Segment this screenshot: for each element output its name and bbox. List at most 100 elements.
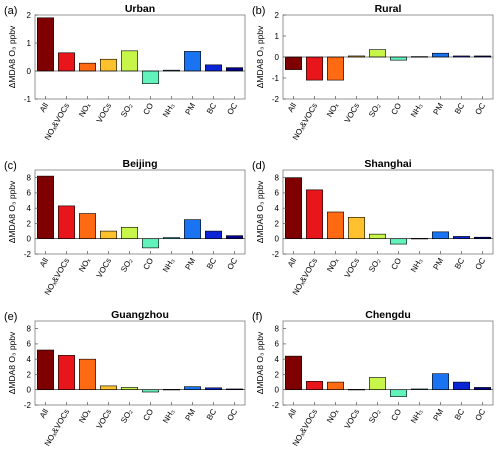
y-tick-label: 4 [27, 355, 32, 364]
bar-3-2 [58, 205, 75, 240]
bar-5-3 [79, 358, 96, 391]
bar-1-4 [100, 58, 117, 72]
category-label: NH₃ [161, 408, 176, 425]
category-label: SO₂ [367, 257, 382, 274]
bar-4-2 [306, 189, 323, 240]
bar-2-5 [369, 49, 386, 58]
bar-1-9 [205, 64, 222, 72]
bar-4-5 [369, 233, 386, 240]
category-label: PM [431, 407, 445, 422]
bar-6-8 [432, 373, 449, 391]
y-tick-label: 4 [27, 204, 32, 213]
panel-title: Chengdu [365, 309, 411, 321]
category-label: NOₓ [325, 101, 340, 118]
panel-title: Guangzhou [111, 309, 169, 321]
y-tick-label: 4 [275, 355, 280, 364]
bar-3-9 [205, 230, 222, 240]
bar-4-8 [432, 231, 449, 240]
bar-2-6 [390, 56, 407, 61]
y-tick-label: 6 [27, 189, 32, 198]
category-label: OC [225, 101, 239, 116]
y-tick-label: -2 [24, 250, 32, 259]
y-tick-label: 1 [27, 39, 32, 48]
category-label: OC [473, 256, 487, 271]
y-tick-label: 2 [275, 11, 280, 20]
category-label: CO [141, 102, 155, 117]
category-label: PM [183, 407, 197, 422]
y-tick-label: 0 [27, 386, 32, 395]
y-tick-label: 2 [27, 370, 32, 379]
y-axis-label: ΔMDA8 O₃ ppbv [255, 25, 265, 88]
y-tick-label: 0 [275, 386, 280, 395]
category-label: SO₂ [119, 408, 134, 425]
category-label: NOₓ [325, 256, 340, 273]
y-tick-label: -2 [272, 401, 280, 410]
bar-3-3 [79, 213, 96, 240]
y-tick-label: 2 [27, 219, 32, 228]
category-label: SO₂ [367, 408, 382, 425]
axes-box [282, 320, 494, 406]
category-label: BC [453, 101, 466, 115]
y-axis-label: ΔMDA8 O₃ ppbv [7, 25, 17, 88]
bar-1-3 [79, 62, 96, 72]
category-label: SO₂ [367, 102, 382, 119]
category-label: CO [389, 102, 403, 117]
category-label: PM [431, 256, 445, 271]
category-label: All [38, 256, 50, 268]
category-label: NH₃ [409, 257, 424, 274]
y-tick-label: 0 [275, 53, 280, 62]
category-label: PM [183, 101, 197, 116]
bar-2-8 [432, 52, 449, 58]
y-tick-label: 0 [27, 67, 32, 76]
category-label: NH₃ [161, 257, 176, 274]
category-label: BC [205, 256, 218, 270]
y-tick-label: 2 [275, 370, 280, 379]
category-label: NH₃ [409, 102, 424, 119]
category-label: CO [389, 408, 403, 423]
bar-1-8 [184, 51, 201, 72]
bar-1-1 [37, 17, 54, 72]
y-tick-label: 6 [27, 340, 32, 349]
panel-label: (d) [252, 160, 265, 172]
panel-title: Rural [375, 3, 402, 15]
bar-4-1 [285, 177, 302, 240]
y-tick-label: 2 [275, 219, 280, 228]
bar-3-5 [121, 226, 138, 240]
bar-1-2 [58, 52, 75, 72]
panel-label: (f) [252, 311, 262, 323]
y-tick-label: -2 [24, 401, 32, 410]
bar-5-8 [184, 386, 201, 391]
bar-5-5 [121, 387, 138, 391]
bar-4-6 [390, 238, 407, 245]
axes-box [34, 14, 246, 100]
panel-title: Beijing [122, 158, 157, 170]
bar-5-6 [142, 389, 159, 393]
panel-title: Shanghai [364, 158, 411, 170]
y-tick-label: -1 [272, 74, 280, 83]
axes-box [34, 169, 246, 255]
bar-3-1 [37, 175, 54, 240]
category-label: NOₓ [77, 407, 92, 424]
axes-box [34, 320, 246, 406]
y-tick-label: -1 [24, 95, 32, 104]
category-label: NOₓ [77, 101, 92, 118]
y-tick-label: 0 [27, 235, 32, 244]
bar-1-10 [226, 67, 243, 72]
category-label: All [286, 101, 298, 113]
category-label: OC [225, 256, 239, 271]
category-label: All [286, 256, 298, 268]
bar-5-2 [58, 355, 75, 391]
bar-2-1 [285, 56, 302, 70]
y-tick-label: 2 [27, 11, 32, 20]
category-label: VOCs [343, 408, 361, 431]
bar-3-6 [142, 238, 159, 249]
category-label: NH₃ [409, 408, 424, 425]
category-label: PM [183, 256, 197, 271]
category-label: All [286, 407, 298, 419]
y-tick-label: 8 [27, 173, 32, 182]
category-label: NOₓ [325, 407, 340, 424]
